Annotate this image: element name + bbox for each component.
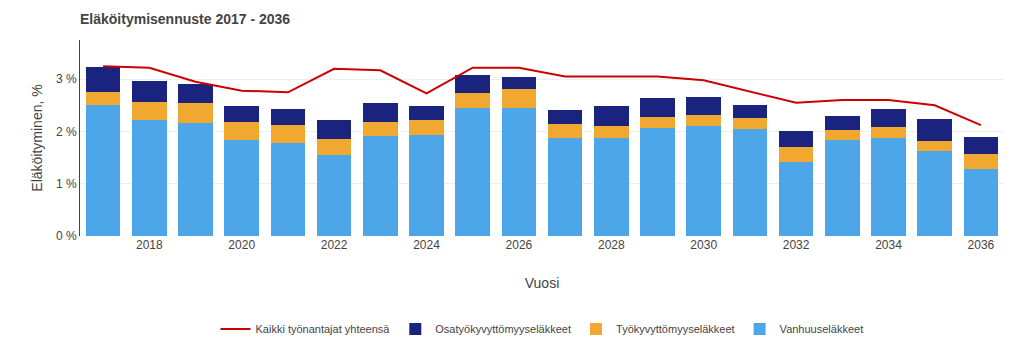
svg-text:2022: 2022	[321, 238, 348, 252]
svg-text:Kaikki työnantajat yhteensä: Kaikki työnantajat yhteensä	[256, 323, 391, 335]
svg-text:1 %: 1 %	[56, 177, 77, 191]
svg-text:2020: 2020	[228, 238, 255, 252]
svg-text:Vuosi: Vuosi	[525, 275, 560, 291]
svg-text:Eläköitymisennuste 2017 - 2036: Eläköitymisennuste 2017 - 2036	[80, 11, 290, 27]
svg-text:2018: 2018	[136, 238, 163, 252]
svg-text:2024: 2024	[413, 238, 440, 252]
svg-text:0 %: 0 %	[56, 229, 77, 243]
svg-text:Työkyvyttömyyseläkkeet: Työkyvyttömyyseläkkeet	[616, 323, 735, 335]
svg-text:2030: 2030	[690, 238, 717, 252]
svg-text:Vanhuuseläkkeet: Vanhuuseläkkeet	[780, 323, 864, 335]
svg-text:Osatyökyvyttömyyseläkkeet: Osatyökyvyttömyyseläkkeet	[435, 323, 571, 335]
svg-text:2036: 2036	[968, 238, 995, 252]
svg-text:3 %: 3 %	[56, 72, 77, 86]
svg-text:2 %: 2 %	[56, 125, 77, 139]
svg-text:2026: 2026	[506, 238, 533, 252]
svg-text:Eläköityminen, %: Eläköityminen, %	[29, 84, 45, 191]
svg-text:2032: 2032	[783, 238, 810, 252]
svg-text:2028: 2028	[598, 238, 625, 252]
svg-text:2034: 2034	[875, 238, 902, 252]
